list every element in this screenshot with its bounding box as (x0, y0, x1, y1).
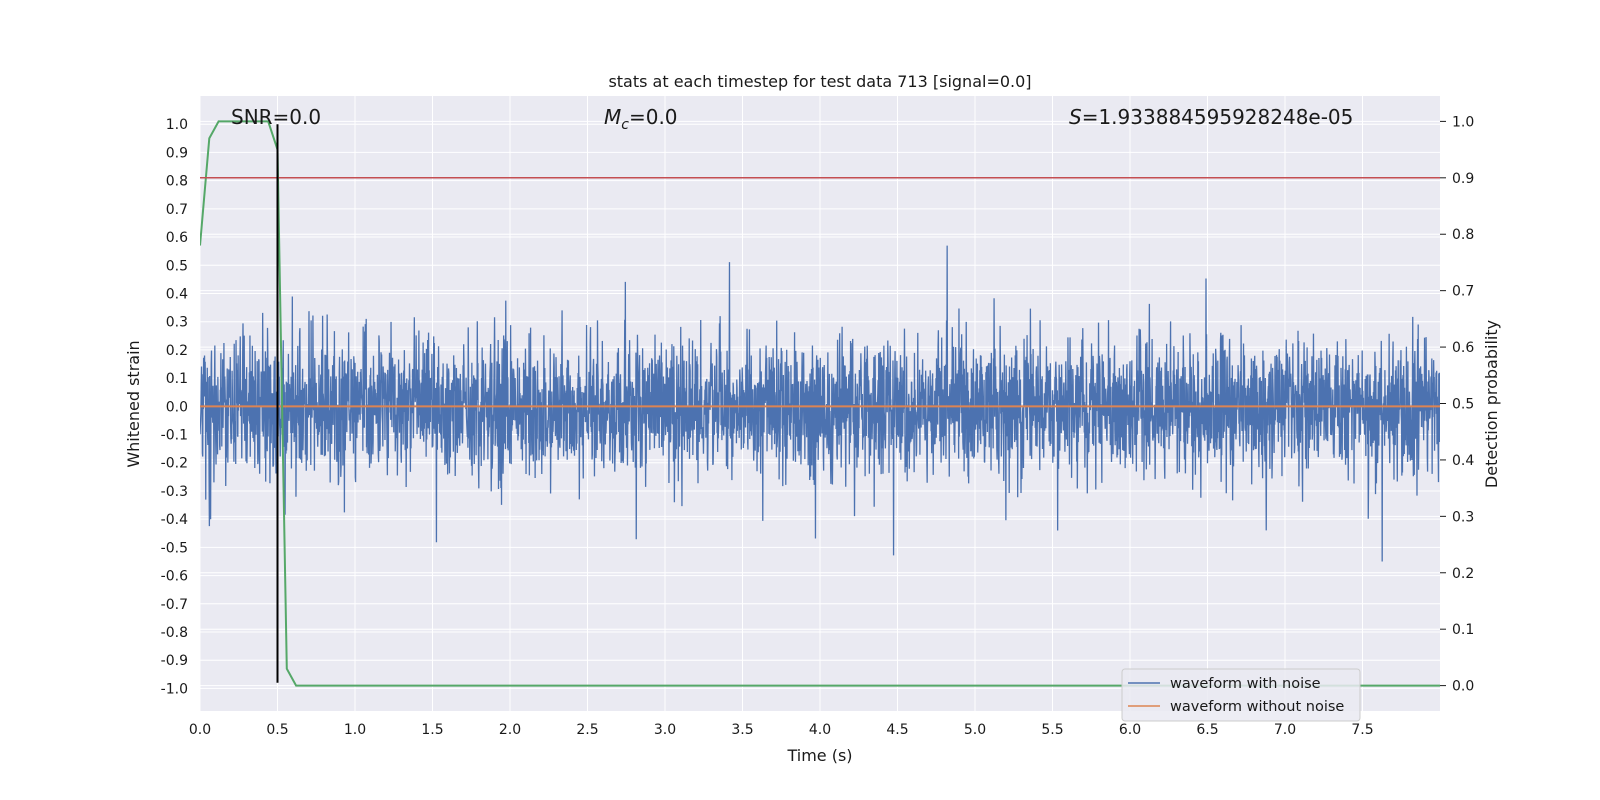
x-tick-label: 4.5 (886, 722, 908, 738)
x-tick-label: 7.5 (1351, 722, 1373, 738)
chart-title: stats at each timestep for test data 713… (608, 72, 1031, 91)
y2-axis-label: Detection probability (1482, 320, 1501, 488)
y-tick-label: 0.1 (166, 371, 188, 387)
y-tick-label: 1.0 (166, 117, 188, 133)
x-tick-label: 6.0 (1119, 722, 1141, 738)
y-tick-label: 0.6 (166, 230, 188, 246)
x-tick-label: 1.0 (344, 722, 366, 738)
y-axis-label: Whitened strain (124, 340, 143, 467)
legend-entry-noise: waveform with noise (1170, 676, 1321, 692)
y-tick-label: 0.0 (166, 399, 188, 415)
x-tick-label: 3.0 (654, 722, 676, 738)
y-tick-label: -0.5 (161, 540, 188, 556)
y-tick-label: -0.8 (161, 625, 188, 641)
y2-tick-label: 0.1 (1452, 622, 1474, 638)
series-waveform-with-noise (200, 245, 1440, 562)
x-tick-label: 2.5 (576, 722, 598, 738)
y-tick-label: -0.3 (161, 484, 188, 500)
chirp-mass-value: =0.0 (629, 105, 678, 129)
legend: waveform with noise waveform without noi… (1121, 668, 1361, 722)
y2-tick-label: 0.8 (1452, 227, 1474, 243)
s-value: =1.933884595928248e-05 (1082, 105, 1354, 129)
data-layer (200, 120, 1440, 687)
y2-tick-label: 1.0 (1452, 114, 1474, 130)
legend-box (1121, 668, 1361, 722)
s-annotation: S=1.933884595928248e-05 (1069, 105, 1353, 129)
legend-entry-clean: waveform without noise (1170, 699, 1344, 715)
x-tick-label: 6.5 (1196, 722, 1218, 738)
axes: 0.0 0.5 1.0 1.5 2.0 2.5 3.0 3.5 4.0 4.5 5.0 5.5 6.0 6… (161, 114, 1475, 738)
y2-tick-label: 0.0 (1452, 679, 1474, 695)
y2-tick-label: 0.3 (1452, 509, 1474, 525)
y-tick-label: -0.7 (161, 597, 188, 613)
y-tick-label: 0.5 (166, 258, 188, 274)
x-tick-label: 7.0 (1274, 722, 1296, 738)
x-tick-label: 5.5 (1041, 722, 1063, 738)
y-tick-label: -0.1 (161, 428, 188, 444)
y-tick-label: -0.6 (161, 569, 188, 585)
y2-tick-label: 0.9 (1452, 171, 1474, 187)
y-tick-label: 0.4 (166, 286, 188, 302)
x-tick-label: 2.0 (499, 722, 521, 738)
s-symbol: S (1069, 105, 1082, 129)
x-tick-label: 3.5 (731, 722, 753, 738)
x-tick-label: 0.5 (266, 722, 288, 738)
x-tick-label: 4.0 (809, 722, 831, 738)
chirp-mass-symbol: M (604, 105, 621, 129)
detection-probability-line (200, 120, 1440, 687)
x-tick-label: 1.5 (421, 722, 443, 738)
x-tick-label: 0.0 (189, 722, 211, 738)
y-tick-label: -0.4 (161, 512, 188, 528)
noise-waveform-line (200, 245, 1440, 562)
y2-tick-label: 0.2 (1452, 566, 1474, 582)
y2-tick-label: 0.5 (1452, 397, 1474, 413)
y2-tick-label: 0.6 (1452, 340, 1474, 356)
y-tick-label: -0.9 (161, 653, 188, 669)
x-tick-label: 5.0 (964, 722, 986, 738)
y-tick-label: -0.2 (161, 456, 188, 472)
y-tick-label: -1.0 (161, 681, 188, 697)
chirp-mass-subscript: c (621, 117, 629, 133)
y-tick-label: 0.7 (166, 202, 188, 218)
series-detection-probability (200, 120, 1440, 687)
y-tick-label: 0.9 (166, 145, 188, 161)
y-tick-label: 0.3 (166, 315, 188, 331)
y-tick-label: 0.2 (166, 343, 188, 359)
y-tick-label: 0.8 (166, 174, 188, 190)
y2-tick-label: 0.7 (1452, 284, 1474, 300)
snr-annotation: SNR=0.0 (231, 105, 321, 129)
chirp-mass-annotation: Mc=0.0 (604, 105, 678, 133)
x-axis-label: Time (s) (786, 746, 852, 765)
y2-tick-label: 0.4 (1452, 453, 1474, 469)
